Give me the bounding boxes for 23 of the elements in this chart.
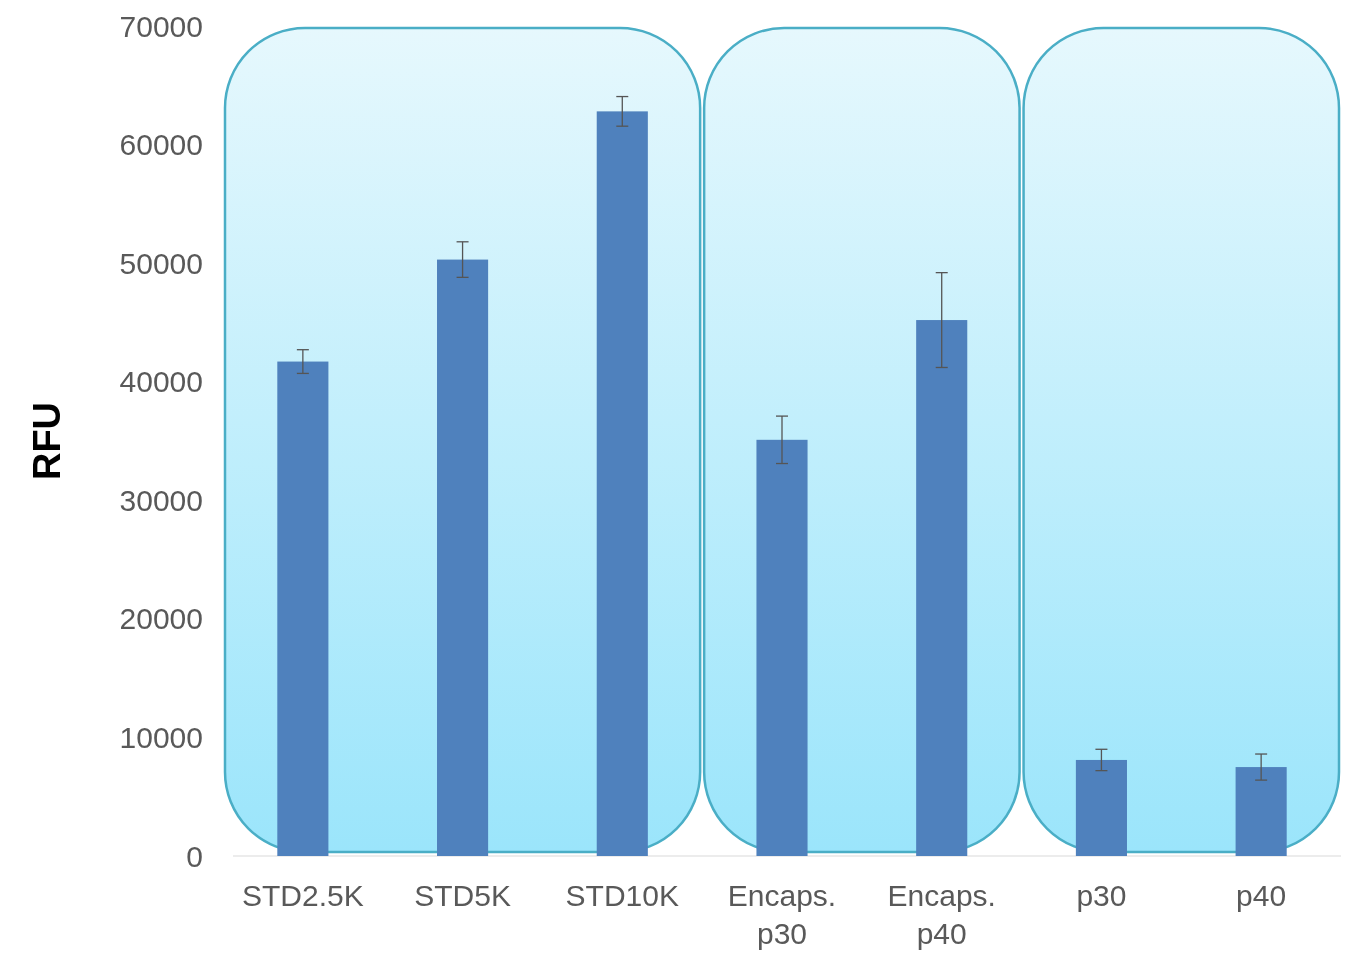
y-axis-title: RFU xyxy=(26,401,68,481)
y-tick-label: 60000 xyxy=(119,128,203,162)
y-tick-label: 70000 xyxy=(119,9,203,43)
y-tick-label: 0 xyxy=(186,839,203,873)
bar xyxy=(916,320,968,856)
bar xyxy=(277,361,329,856)
x-tick-label: p30 xyxy=(1076,879,1127,912)
x-tick-label: STD5K xyxy=(414,879,511,912)
x-tick-label: Encaps. p30 xyxy=(727,879,837,950)
x-tick-label: STD2.5K xyxy=(242,879,364,912)
y-tick-label: 30000 xyxy=(119,483,203,517)
y-tick-label: 40000 xyxy=(119,365,203,399)
bar xyxy=(437,259,489,856)
y-tick-label: 50000 xyxy=(119,246,203,280)
x-tick-label: p40 xyxy=(1236,879,1287,912)
bar xyxy=(1075,759,1127,856)
bar xyxy=(756,439,808,856)
x-tick-label: Encaps. p40 xyxy=(887,879,996,950)
y-tick-label: 10000 xyxy=(119,720,203,754)
y-tick-label: 20000 xyxy=(119,602,203,636)
x-tick-label: STD10K xyxy=(565,879,679,912)
bar xyxy=(1235,767,1287,856)
bar xyxy=(596,111,648,856)
